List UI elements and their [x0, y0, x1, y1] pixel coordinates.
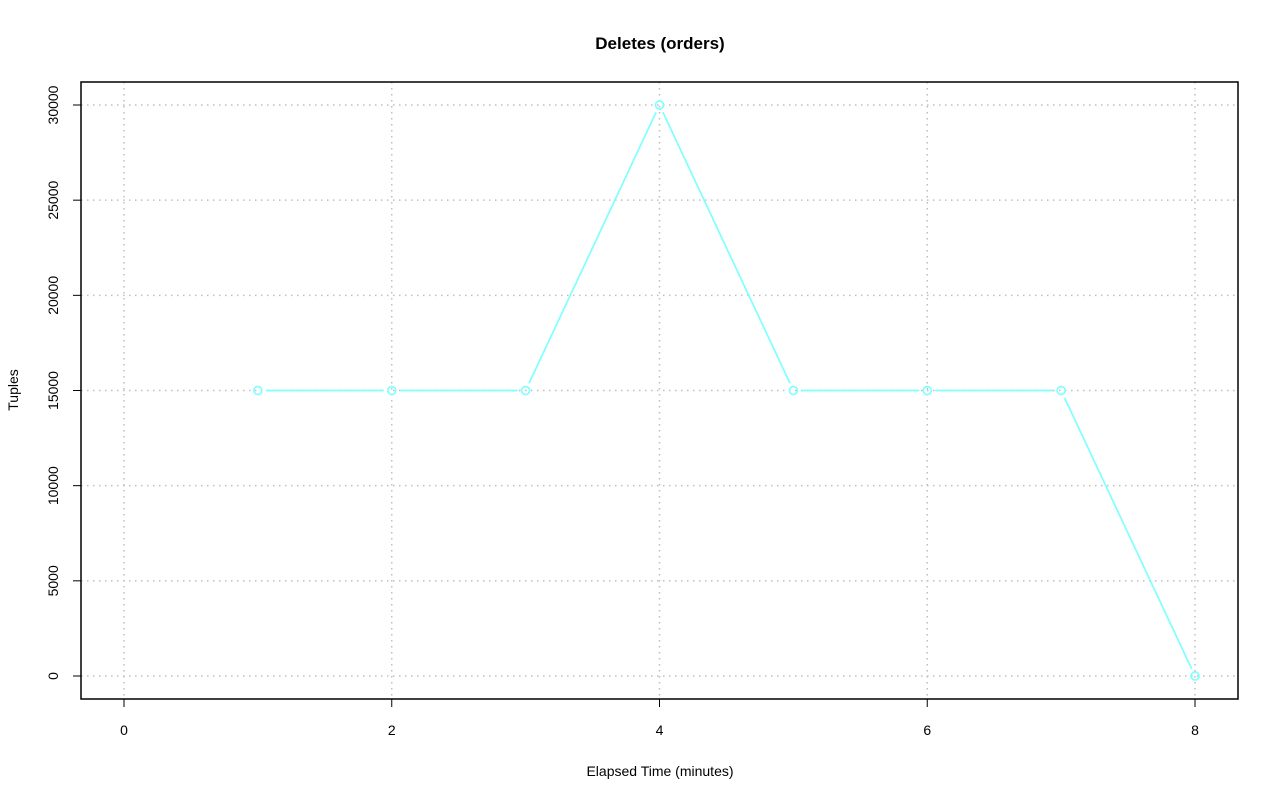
x-axis-label: Elapsed Time (minutes): [586, 763, 733, 779]
x-tick-label: 2: [388, 722, 396, 738]
series-line-segment: [1063, 397, 1193, 670]
data-point: [520, 385, 531, 396]
x-tick-label: 6: [923, 722, 931, 738]
series: [253, 100, 1200, 681]
y-tick-label: 10000: [45, 466, 61, 505]
data-point: [386, 385, 397, 396]
data-point: [1190, 671, 1200, 681]
series-line-segment: [528, 111, 657, 384]
y-tick-label: 5000: [45, 565, 61, 596]
data-point: [788, 385, 799, 396]
y-axis-label: Tuples: [5, 369, 21, 411]
grid: [81, 82, 1238, 699]
x-tick-label: 8: [1191, 722, 1199, 738]
y-tick-label: 20000: [45, 276, 61, 315]
data-point: [654, 100, 665, 110]
plot-frame: [80, 81, 1239, 700]
y-tick-label: 15000: [45, 371, 61, 410]
y-tick-label: 0: [45, 672, 61, 680]
data-point: [922, 385, 933, 396]
y-tick-label: 30000: [45, 85, 61, 124]
data-point: [253, 385, 263, 396]
series-line-segment: [662, 111, 791, 384]
chart-title: Deletes (orders): [595, 34, 724, 53]
y-tick-label: 25000: [45, 180, 61, 219]
x-tick-label: 4: [656, 722, 664, 738]
x-tick-label: 0: [120, 722, 128, 738]
data-point: [1056, 385, 1066, 396]
